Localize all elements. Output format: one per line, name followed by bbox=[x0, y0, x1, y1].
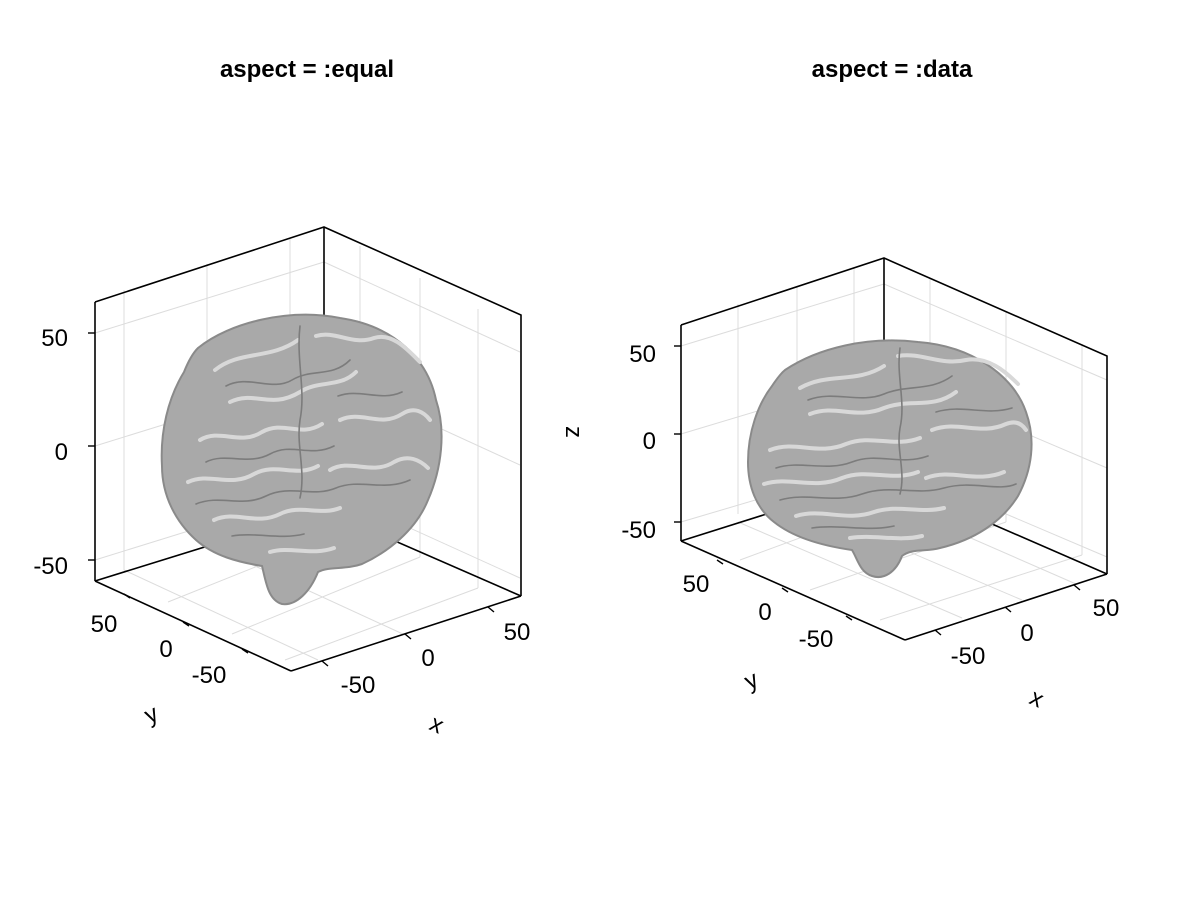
tick-marks bbox=[88, 332, 495, 667]
gyrus bbox=[762, 470, 920, 486]
sulcus bbox=[231, 533, 305, 538]
gyrus bbox=[198, 422, 324, 442]
x-tick-mark bbox=[404, 633, 412, 640]
y-tick-label: 0 bbox=[758, 599, 771, 626]
gyrus bbox=[798, 364, 886, 390]
x-tick-mark bbox=[1073, 584, 1081, 591]
x-tick-label: 0 bbox=[1020, 620, 1033, 647]
y-tick-mark bbox=[123, 593, 131, 599]
sulcus bbox=[807, 375, 953, 401]
gyrus bbox=[328, 456, 430, 472]
z-tick-label: 0 bbox=[643, 428, 656, 455]
brain-sulci bbox=[775, 347, 1017, 530]
gridline bbox=[231, 556, 421, 635]
y-tick-mark bbox=[241, 648, 249, 654]
gridline bbox=[680, 283, 885, 347]
y-tick-mark bbox=[182, 621, 190, 627]
y-axis-label: y bbox=[140, 700, 162, 730]
panel-title: aspect = :data bbox=[812, 56, 973, 83]
gyrus bbox=[338, 408, 432, 422]
z-tick-label: 50 bbox=[629, 341, 656, 368]
gyrus bbox=[212, 506, 342, 522]
panel-title: aspect = :equal bbox=[220, 56, 394, 83]
x-axis-label: x bbox=[425, 710, 447, 740]
sulcus bbox=[337, 391, 403, 397]
gyrus bbox=[228, 370, 358, 404]
y-tick-label: 0 bbox=[159, 636, 172, 663]
central-sulcus bbox=[898, 347, 903, 495]
gridline bbox=[94, 261, 325, 334]
y-tick-mark bbox=[716, 559, 724, 565]
gyrus bbox=[186, 464, 320, 484]
y-tick-mark bbox=[781, 587, 789, 593]
z-tick-label: 0 bbox=[55, 439, 68, 466]
x-axis-label: x bbox=[1025, 684, 1047, 714]
x-tick-mark bbox=[321, 660, 329, 667]
gridline bbox=[883, 283, 1108, 381]
x-tick-label: 0 bbox=[421, 645, 434, 672]
gyrus bbox=[314, 332, 422, 364]
sulcus bbox=[779, 483, 1017, 501]
x-tick-mark bbox=[487, 606, 495, 613]
y-tick-label: 50 bbox=[91, 611, 118, 638]
x-tick-label: 50 bbox=[1093, 595, 1120, 622]
panel-aspect-data: aspect = :data bbox=[560, 56, 1119, 713]
gyrus bbox=[268, 546, 336, 554]
gyrus bbox=[768, 436, 922, 452]
brain-gyri-highlights bbox=[762, 353, 1028, 541]
gyrus bbox=[213, 338, 300, 372]
gyrus bbox=[924, 470, 1006, 480]
gyrus bbox=[808, 390, 958, 416]
sulcus bbox=[935, 407, 1013, 413]
y-tick-mark bbox=[845, 615, 853, 621]
z-tick-label: -50 bbox=[621, 517, 656, 544]
x-tick-mark bbox=[1004, 606, 1012, 613]
gridline bbox=[284, 587, 479, 661]
frame-top-edges bbox=[94, 226, 522, 596]
x-tick-label: -50 bbox=[951, 643, 986, 670]
y-tick-label: -50 bbox=[192, 662, 227, 689]
y-axis-label: y bbox=[740, 666, 762, 696]
x-tick-label: 50 bbox=[504, 619, 531, 646]
gyrus bbox=[848, 534, 924, 541]
gyrus bbox=[896, 353, 1020, 386]
gridline bbox=[737, 521, 963, 619]
gridline bbox=[879, 554, 1083, 621]
x-tick-mark bbox=[934, 629, 942, 636]
brain-surface bbox=[160, 313, 443, 606]
y-tick-label: 50 bbox=[683, 571, 710, 598]
gridline bbox=[123, 569, 319, 661]
y-axis-line bbox=[680, 540, 906, 641]
brain-surface bbox=[746, 339, 1033, 578]
sulcus bbox=[811, 525, 895, 530]
z-tick-label: 50 bbox=[41, 325, 68, 352]
brain-gyri-highlights bbox=[186, 332, 432, 554]
gyrus bbox=[930, 420, 1028, 432]
x-axis-line bbox=[290, 595, 522, 672]
sulcus bbox=[195, 479, 411, 505]
frame-top-edges bbox=[680, 257, 1108, 574]
z-tick-label: -50 bbox=[33, 553, 68, 580]
gridline bbox=[323, 261, 521, 353]
gyrus bbox=[794, 506, 946, 518]
brain-sulci bbox=[195, 325, 411, 538]
sulcus bbox=[225, 359, 351, 387]
panel-aspect-equal: aspect = :equal bbox=[33, 56, 530, 739]
y-tick-label: -50 bbox=[799, 626, 834, 653]
tick-marks bbox=[674, 345, 1081, 636]
x-tick-label: -50 bbox=[341, 672, 376, 699]
z-axis-label: z bbox=[560, 426, 587, 438]
sulcus bbox=[205, 445, 335, 463]
central-sulcus bbox=[298, 325, 303, 499]
sulcus bbox=[775, 455, 929, 469]
